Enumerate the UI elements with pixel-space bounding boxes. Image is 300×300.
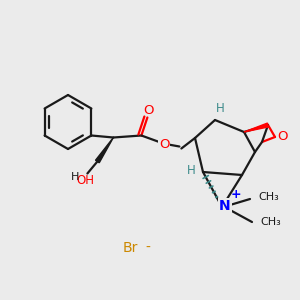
Text: Br: Br	[122, 241, 138, 255]
Text: O: O	[278, 130, 288, 143]
Text: H: H	[216, 101, 224, 115]
Polygon shape	[244, 123, 268, 132]
Text: +: +	[231, 188, 241, 202]
Polygon shape	[95, 137, 113, 163]
Text: CH₃: CH₃	[258, 192, 279, 202]
Text: O: O	[159, 138, 169, 151]
Text: -: -	[146, 241, 150, 255]
Text: H: H	[187, 164, 195, 176]
Text: O: O	[143, 104, 154, 117]
Text: H: H	[71, 172, 80, 182]
Text: N: N	[219, 199, 231, 213]
Text: CH₃: CH₃	[260, 217, 281, 227]
Text: OH: OH	[76, 174, 94, 187]
